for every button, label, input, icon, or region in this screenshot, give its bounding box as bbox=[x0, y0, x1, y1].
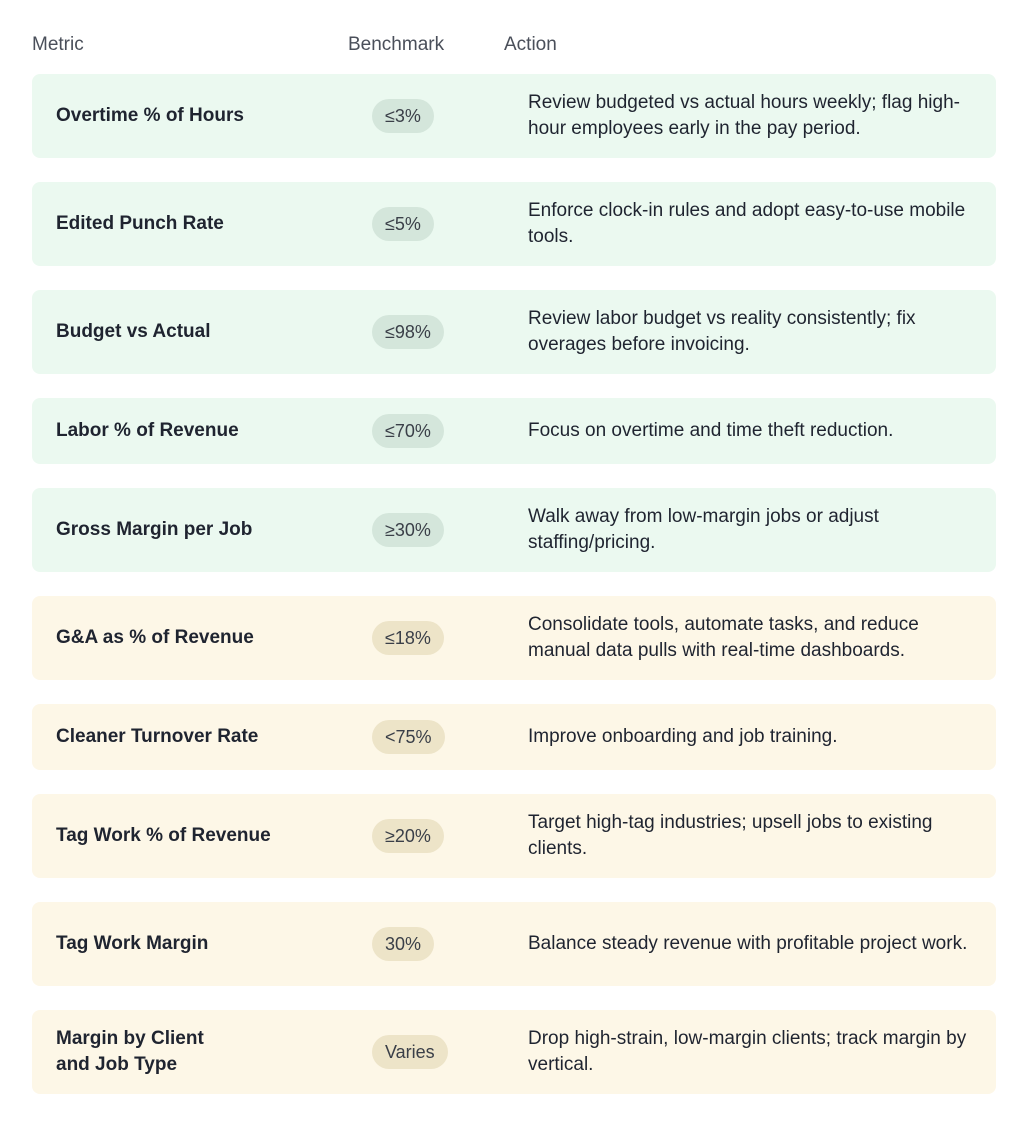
table-row: Labor % of Revenue ≤70% Focus on overtim… bbox=[32, 398, 996, 464]
header-metric: Metric bbox=[32, 34, 84, 55]
table-row: Gross Margin per Job ≥30% Walk away from… bbox=[32, 488, 996, 572]
benchmark-badge: <75% bbox=[372, 720, 445, 754]
benchmark-badge: ≤5% bbox=[372, 207, 434, 241]
metric-name: Overtime % of Hours bbox=[56, 105, 244, 126]
metric-name: Budget vs Actual bbox=[56, 321, 211, 342]
metric-name: Tag Work Margin bbox=[56, 933, 209, 954]
header-action: Action bbox=[504, 34, 557, 55]
metric-name: G&A as % of Revenue bbox=[56, 627, 254, 648]
action-text: Drop high-strain, low-margin clients; tr… bbox=[528, 1028, 967, 1075]
table-row: Tag Work Margin 30% Balance steady reven… bbox=[32, 902, 996, 986]
metric-name: Cleaner Turnover Rate bbox=[56, 726, 259, 747]
benchmark-badge: ≤3% bbox=[372, 99, 434, 133]
table-row: Overtime % of Hours ≤3% Review budgeted … bbox=[32, 74, 996, 158]
benchmark-badge: 30% bbox=[372, 927, 435, 961]
benchmark-badge: ≤70% bbox=[372, 414, 444, 448]
benchmark-badge: ≥30% bbox=[372, 513, 444, 547]
metric-name: Margin by Client and Job Type bbox=[56, 1028, 204, 1075]
table-row: Tag Work % of Revenue ≥20% Target high-t… bbox=[32, 794, 996, 878]
table-row: Margin by Client and Job Type Varies Dro… bbox=[32, 1010, 996, 1094]
benchmark-table: Metric Benchmark Action Overtime % of Ho… bbox=[32, 0, 996, 1094]
action-text: Review labor budget vs reality consisten… bbox=[528, 308, 916, 355]
benchmark-badge: ≤18% bbox=[372, 621, 444, 655]
table-row: G&A as % of Revenue ≤18% Consolidate too… bbox=[32, 596, 996, 680]
table-row: Budget vs Actual ≤98% Review labor budge… bbox=[32, 290, 996, 374]
table-row: Cleaner Turnover Rate <75% Improve onboa… bbox=[32, 704, 996, 770]
action-text: Enforce clock-in rules and adopt easy-to… bbox=[528, 200, 966, 247]
benchmark-badge: ≥20% bbox=[372, 819, 444, 853]
table-row: Edited Punch Rate ≤5% Enforce clock-in r… bbox=[32, 182, 996, 266]
metric-name: Edited Punch Rate bbox=[56, 213, 224, 234]
action-text: Walk away from low-margin jobs or adjust… bbox=[528, 506, 879, 553]
metric-name: Labor % of Revenue bbox=[56, 420, 239, 441]
action-text: Balance steady revenue with profitable p… bbox=[528, 933, 968, 954]
action-text: Review budgeted vs actual hours weekly; … bbox=[528, 92, 960, 139]
table-header: Metric Benchmark Action bbox=[32, 34, 996, 58]
action-text: Target high-tag industries; upsell jobs … bbox=[528, 812, 933, 859]
header-benchmark: Benchmark bbox=[348, 34, 445, 55]
action-text: Focus on overtime and time theft reducti… bbox=[528, 420, 894, 441]
benchmark-badge: Varies bbox=[372, 1035, 448, 1069]
metric-name: Gross Margin per Job bbox=[56, 519, 253, 540]
metric-name: Tag Work % of Revenue bbox=[56, 825, 271, 846]
action-text: Consolidate tools, automate tasks, and r… bbox=[528, 614, 919, 661]
action-text: Improve onboarding and job training. bbox=[528, 726, 838, 747]
benchmark-badge: ≤98% bbox=[372, 315, 444, 349]
